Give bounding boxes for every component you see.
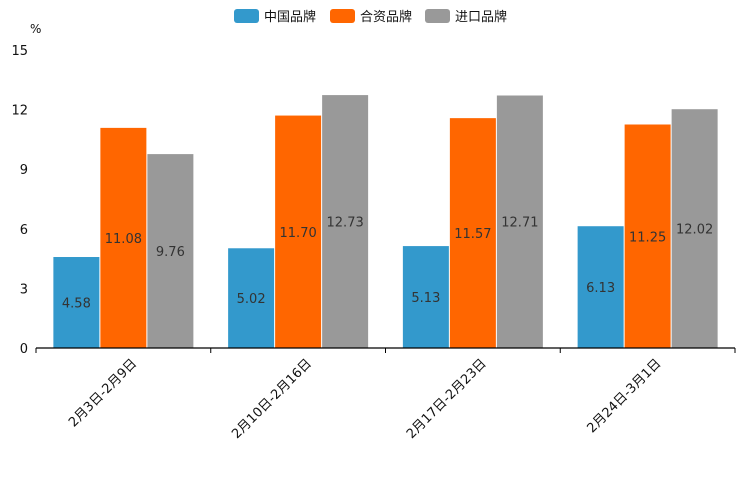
y-tick-label: 0: [20, 342, 28, 357]
data-label-series2-cat4: 11.25: [629, 230, 666, 245]
data-label-series1-cat4: 6.13: [586, 281, 615, 296]
bar-series3-cat2[interactable]: [322, 95, 369, 348]
bar-series2-cat2[interactable]: [275, 115, 322, 348]
bar-series3-cat3[interactable]: [496, 95, 543, 349]
data-label-series1-cat1: 4.58: [62, 297, 91, 312]
data-label-series2-cat2: 11.70: [280, 226, 317, 241]
legend-label-2[interactable]: 合资品牌: [360, 9, 412, 25]
x-axis: 2月3日-2月9日 2月10日-2月16日 2月17日-2月23日 2月24日-3月1…: [35, 347, 736, 442]
x-category-label: 2月24日-3月1日: [585, 356, 665, 436]
data-label-series3-cat4: 12.02: [676, 223, 713, 238]
bar-series2-cat3[interactable]: [449, 118, 496, 348]
data-label-series1-cat3: 5.13: [411, 291, 440, 306]
data-label-series3-cat2: 12.73: [327, 216, 364, 231]
legend-label-1[interactable]: 中国品牌: [264, 9, 316, 25]
bars: 4.58 11.08 9.76 5.02 11.70 12.73 5.13 11.57 12.7…: [53, 95, 718, 349]
bar-series1-cat2[interactable]: [228, 248, 275, 348]
bar-series1-cat1[interactable]: [53, 257, 100, 348]
legend-swatch-3[interactable]: [425, 9, 450, 23]
data-label-series3-cat1: 9.76: [156, 245, 185, 260]
legend-label-3[interactable]: 进口品牌: [455, 9, 507, 25]
bar-series2-cat4[interactable]: [624, 124, 671, 349]
bar-series3-cat4[interactable]: [671, 109, 718, 348]
bar-series3-cat1[interactable]: [147, 154, 194, 348]
bar-series2-cat1[interactable]: [100, 127, 147, 348]
data-label-series1-cat2: 5.02: [237, 292, 266, 307]
x-category-label: 2月17日-2月23日: [404, 356, 490, 442]
legend: 中国品牌 合资品牌 进口品牌: [234, 9, 507, 25]
y-tick-label: 15: [11, 44, 28, 59]
y-tick-label: 6: [20, 223, 28, 238]
x-category-label: 2月3日-2月9日: [66, 356, 140, 430]
data-label-series2-cat1: 11.08: [105, 232, 142, 247]
y-tick-label: 3: [20, 282, 28, 297]
bar-series1-cat3[interactable]: [402, 246, 449, 348]
legend-swatch-2[interactable]: [330, 9, 355, 23]
y-tick-label: 9: [20, 163, 28, 178]
data-label-series3-cat3: 12.71: [501, 216, 538, 231]
x-category-label: 2月10日-2月16日: [229, 356, 315, 442]
y-tick-label: 12: [11, 104, 28, 119]
bar-series1-cat4[interactable]: [577, 226, 624, 348]
legend-swatch-1[interactable]: [234, 9, 259, 23]
y-axis: 0 3 6 9 12 15: [11, 44, 28, 357]
data-label-series2-cat3: 11.57: [454, 227, 491, 242]
y-axis-unit-label: %: [30, 22, 41, 36]
